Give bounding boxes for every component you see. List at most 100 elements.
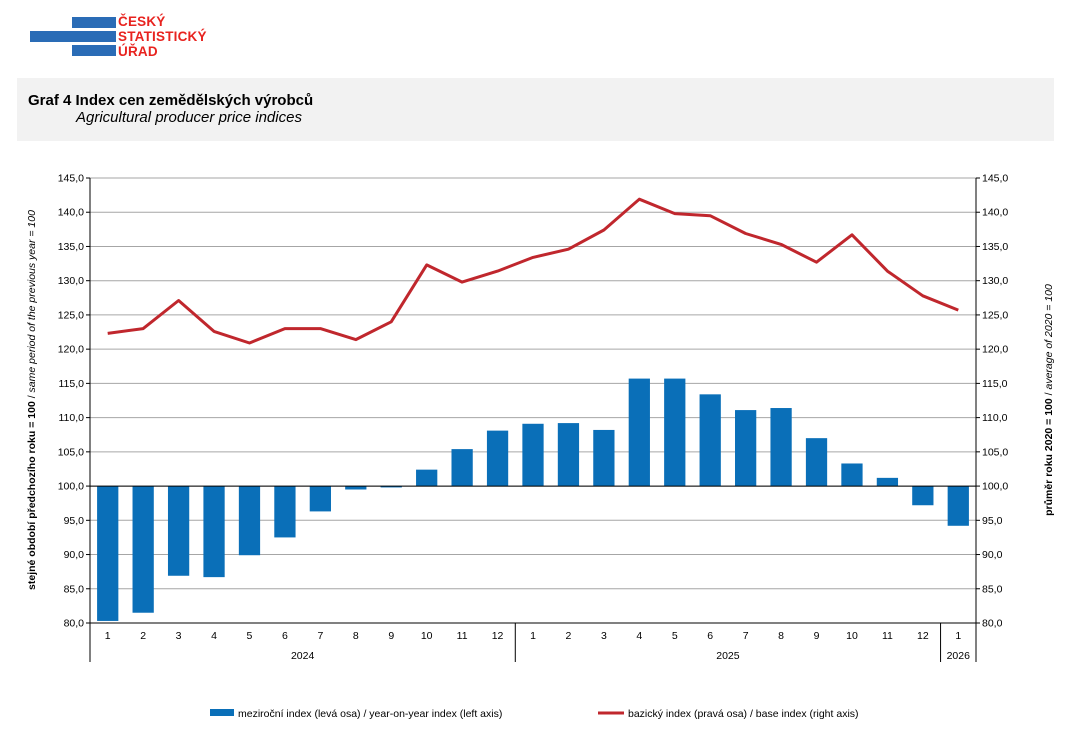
year-label: 2024 xyxy=(291,650,315,662)
x-tick-label: 6 xyxy=(707,630,713,642)
left-tick-label: 135,0 xyxy=(58,241,84,253)
left-tick-label: 100,0 xyxy=(58,481,84,493)
logo-text: ČESKÝ STATISTICKÝ ÚŘAD xyxy=(118,14,207,59)
bar xyxy=(699,394,721,487)
logo-line-3: ÚŘAD xyxy=(118,44,158,59)
x-tick-label: 9 xyxy=(814,630,820,642)
right-tick-label: 90,0 xyxy=(982,549,1003,561)
left-tick-label: 80,0 xyxy=(64,618,85,630)
right-tick-label: 135,0 xyxy=(982,241,1008,253)
x-tick-label: 1 xyxy=(955,630,961,642)
x-tick-label: 4 xyxy=(636,630,642,642)
x-tick-label: 12 xyxy=(917,630,929,642)
left-axis-ticks: 80,0 85,0 90,0 95,0 100,0 105,0 110,0 115,0 120,… xyxy=(58,173,90,630)
right-tick-label: 95,0 xyxy=(982,515,1003,527)
left-tick-label: 105,0 xyxy=(58,446,84,458)
bar xyxy=(770,408,792,487)
x-tick-label: 5 xyxy=(672,630,678,642)
x-tick-label: 5 xyxy=(247,630,253,642)
right-tick-label: 85,0 xyxy=(982,583,1003,595)
x-tick-label: 10 xyxy=(421,630,433,642)
left-tick-label: 115,0 xyxy=(59,378,85,390)
right-tick-label: 125,0 xyxy=(982,309,1008,321)
right-tick-label: 115,0 xyxy=(982,378,1008,390)
x-tick-label: 10 xyxy=(846,630,858,642)
axes xyxy=(89,178,977,624)
bar xyxy=(132,486,154,613)
left-tick-label: 120,0 xyxy=(58,344,84,356)
bar xyxy=(522,423,544,487)
bar xyxy=(416,469,438,487)
bar xyxy=(167,486,190,576)
x-tick-label: 9 xyxy=(388,630,394,642)
left-tick-label: 110,0 xyxy=(59,412,85,424)
x-tick-label: 4 xyxy=(211,630,217,642)
left-tick-label: 125,0 xyxy=(58,309,84,321)
bar xyxy=(238,486,261,556)
bar xyxy=(486,430,509,487)
left-tick-label: 85,0 xyxy=(64,583,85,595)
bar xyxy=(274,486,296,538)
x-tick-label: 6 xyxy=(282,630,288,642)
right-axis-ticks: 80,0 85,0 90,0 95,0 100,0 105,0 110,0 115,0 120,… xyxy=(976,173,1008,630)
chart-subtitle: Agricultural producer price indices xyxy=(76,109,302,126)
bar xyxy=(557,423,580,487)
x-tick-label: 3 xyxy=(601,630,607,642)
legend-line-label: bazický index (pravá osa) / base index (… xyxy=(628,708,859,720)
line-series xyxy=(107,197,959,345)
bar xyxy=(947,486,969,526)
bar xyxy=(805,438,828,487)
bar xyxy=(345,486,367,490)
right-axis-label: průměr roku 2020 = 100 / average of 2020… xyxy=(1043,284,1055,516)
bar xyxy=(912,486,934,506)
bar xyxy=(628,378,650,487)
right-tick-label: 105,0 xyxy=(982,446,1008,458)
legend-bar-label: meziroční index (levá osa) / year-on-yea… xyxy=(238,708,502,720)
left-tick-label: 145,0 xyxy=(58,173,84,185)
left-axis-label: stejné období předchozího roku = 100 / s… xyxy=(26,210,38,590)
x-tick-label: 7 xyxy=(317,630,323,642)
bar xyxy=(309,486,331,512)
bar xyxy=(664,378,686,487)
x-tick-label: 7 xyxy=(743,630,749,642)
bar xyxy=(735,410,757,487)
x-tick-label: 1 xyxy=(105,630,111,642)
left-tick-label: 90,0 xyxy=(64,549,85,561)
left-tick-label: 130,0 xyxy=(58,275,84,287)
bar xyxy=(593,429,615,487)
logo-stripe xyxy=(72,17,116,28)
year-label: 2026 xyxy=(947,650,971,662)
right-tick-label: 110,0 xyxy=(982,412,1008,424)
x-tick-label: 1 xyxy=(530,630,536,642)
right-tick-label: 80,0 xyxy=(982,618,1003,630)
year-label: 2025 xyxy=(716,650,740,662)
bar xyxy=(380,486,402,488)
logo-line-2: STATISTICKÝ xyxy=(118,29,207,44)
csu-logo: ČESKÝ STATISTICKÝ ÚŘAD xyxy=(30,12,230,62)
left-tick-label: 140,0 xyxy=(58,207,84,219)
right-tick-label: 145,0 xyxy=(982,173,1008,185)
x-tick-label: 8 xyxy=(778,630,784,642)
legend: meziroční index (levá osa) / year-on-yea… xyxy=(210,708,859,720)
right-tick-label: 120,0 xyxy=(982,344,1008,356)
right-tick-label: 100,0 xyxy=(982,481,1008,493)
logo-line-1: ČESKÝ xyxy=(118,14,166,29)
x-tick-label: 2 xyxy=(140,630,146,642)
right-tick-label: 140,0 xyxy=(982,207,1008,219)
left-tick-label: 95,0 xyxy=(64,515,85,527)
x-tick-label: 11 xyxy=(457,630,468,642)
x-tick-label: 2 xyxy=(566,630,572,642)
chart-title: Graf 4 Index cen zemědělských výrobců xyxy=(28,92,314,109)
legend-bar-swatch xyxy=(210,709,234,716)
bar xyxy=(203,486,225,578)
x-tick-label: 11 xyxy=(882,630,893,642)
right-tick-label: 130,0 xyxy=(982,275,1008,287)
x-tick-label: 8 xyxy=(353,630,359,642)
chart-header: Graf 4 Index cen zemědělských výrobců Ag… xyxy=(17,78,1054,141)
bar xyxy=(451,449,473,487)
x-tick-label: 3 xyxy=(176,630,182,642)
x-tick-label: 12 xyxy=(492,630,504,642)
bar-series xyxy=(97,378,969,621)
